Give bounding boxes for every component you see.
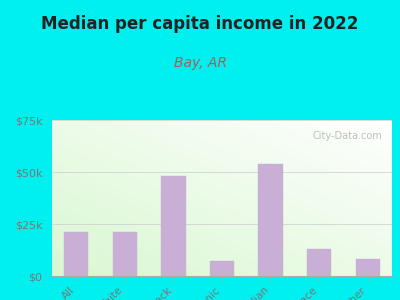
Bar (356, 260, 380, 276)
Bar (64, 232, 88, 276)
Bar (210, 261, 234, 276)
Text: Bay, AR: Bay, AR (174, 56, 226, 70)
Text: Median per capita income in 2022: Median per capita income in 2022 (41, 15, 359, 33)
Text: City-Data.com: City-Data.com (312, 131, 382, 141)
Bar (258, 164, 283, 276)
Bar (113, 232, 137, 276)
Bar (307, 249, 331, 276)
Bar (161, 176, 186, 276)
